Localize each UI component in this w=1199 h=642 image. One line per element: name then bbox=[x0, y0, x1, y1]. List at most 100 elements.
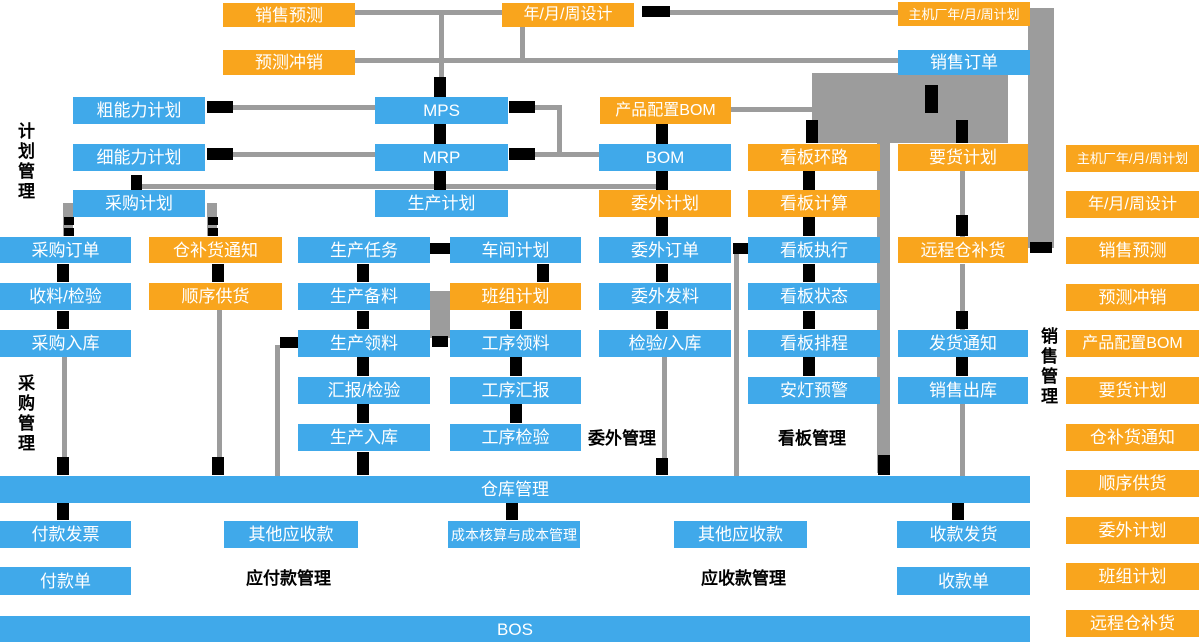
arrow-segment bbox=[803, 171, 815, 190]
module-box: 看板执行 bbox=[748, 237, 880, 263]
arrow-segment bbox=[952, 503, 964, 520]
arrow-segment bbox=[208, 228, 218, 236]
module-box: 成本核算与成本管理 bbox=[448, 521, 580, 548]
arrow-segment bbox=[506, 503, 518, 520]
arrow-segment bbox=[956, 357, 968, 376]
module-box: 销售订单 bbox=[898, 50, 1030, 75]
connector-line bbox=[1028, 8, 1054, 248]
connector-line bbox=[135, 184, 664, 189]
arrow-segment bbox=[510, 311, 522, 329]
module-box: 年/月/周设计 bbox=[1066, 191, 1199, 218]
arrow-segment bbox=[57, 503, 69, 520]
connector-line bbox=[520, 26, 525, 60]
section-label: 应收款管理 bbox=[701, 569, 786, 588]
arrow-segment bbox=[878, 455, 890, 475]
connector-line bbox=[231, 105, 375, 110]
vertical-group-label: 计划管理 bbox=[15, 122, 35, 202]
module-box: 销售预测 bbox=[1066, 237, 1199, 264]
module-box: 委外计划 bbox=[599, 190, 731, 217]
connector-line bbox=[231, 152, 375, 157]
module-box: 工序检验 bbox=[450, 424, 581, 451]
arrow-segment bbox=[956, 311, 968, 329]
arrow-segment bbox=[57, 457, 69, 475]
module-box: 生产任务 bbox=[298, 237, 430, 263]
arrow-segment bbox=[803, 311, 815, 329]
vertical-group-label: 采购管理 bbox=[15, 374, 35, 454]
arrow-segment bbox=[207, 148, 233, 160]
module-box: 预测冲销 bbox=[1066, 284, 1199, 311]
module-box: 收款单 bbox=[897, 567, 1030, 595]
arrow-segment bbox=[733, 243, 749, 254]
arrow-segment bbox=[434, 171, 446, 190]
module-box: 班组计划 bbox=[450, 283, 581, 310]
module-box: 其他应收款 bbox=[224, 521, 358, 548]
arrow-segment bbox=[925, 85, 938, 113]
connector-line bbox=[662, 357, 667, 474]
module-box: 远程仓补货 bbox=[1066, 610, 1199, 637]
arrow-segment bbox=[1030, 242, 1052, 253]
arrow-segment bbox=[434, 77, 446, 97]
arrow-segment bbox=[212, 264, 224, 282]
module-box: 仓补货通知 bbox=[149, 237, 282, 263]
arrow-segment bbox=[430, 243, 450, 254]
connector-line bbox=[960, 404, 965, 476]
arrow-segment bbox=[510, 357, 522, 376]
arrow-segment bbox=[357, 452, 369, 475]
module-box: 付款发票 bbox=[0, 521, 131, 548]
module-box: BOM bbox=[599, 144, 731, 171]
arrow-segment bbox=[357, 404, 369, 423]
arrow-segment bbox=[537, 264, 549, 282]
vertical-group-label: 销售管理 bbox=[1038, 327, 1058, 407]
module-box: 顺序供货 bbox=[149, 283, 282, 310]
module-box: 看板计算 bbox=[748, 190, 880, 217]
connector-line bbox=[668, 10, 898, 15]
arrow-segment bbox=[656, 264, 668, 282]
module-box: 收款发货 bbox=[897, 521, 1030, 548]
arrow-segment bbox=[509, 148, 535, 160]
module-box: 检验/入库 bbox=[599, 330, 731, 357]
module-box: 工序领料 bbox=[450, 330, 581, 357]
module-box: 生产计划 bbox=[375, 190, 508, 217]
arrow-segment bbox=[803, 357, 815, 376]
module-box: 远程仓补货 bbox=[898, 237, 1028, 263]
connector-line bbox=[532, 105, 560, 110]
section-label: 委外管理 bbox=[588, 429, 656, 448]
module-box: 委外计划 bbox=[1066, 517, 1199, 544]
module-box: 付款单 bbox=[0, 567, 131, 595]
module-box: 粗能力计划 bbox=[73, 97, 205, 124]
connector-line bbox=[355, 58, 898, 63]
module-box: 生产备料 bbox=[298, 283, 430, 310]
arrow-segment bbox=[656, 215, 668, 236]
arrow-segment bbox=[956, 120, 968, 143]
module-box: 工序汇报 bbox=[450, 377, 581, 404]
connector-line bbox=[557, 105, 562, 157]
arrow-segment bbox=[207, 101, 233, 113]
connector-line bbox=[62, 357, 67, 474]
arrow-segment bbox=[434, 124, 446, 144]
module-box: 生产入库 bbox=[298, 424, 430, 451]
connector-line bbox=[217, 310, 222, 474]
module-box: 采购计划 bbox=[73, 190, 205, 217]
connector-line bbox=[355, 10, 502, 15]
module-box: 要货计划 bbox=[898, 144, 1028, 171]
module-box: 看板排程 bbox=[748, 330, 880, 357]
module-box: 看板环路 bbox=[748, 144, 880, 171]
module-box: 年/月/周设计 bbox=[502, 3, 634, 27]
connector-line bbox=[960, 171, 965, 237]
arrow-segment bbox=[510, 404, 522, 423]
module-box: MRP bbox=[375, 144, 508, 171]
module-box: 要货计划 bbox=[1066, 377, 1199, 404]
module-box: 产品配置BOM bbox=[1066, 330, 1199, 357]
module-box: 顺序供货 bbox=[1066, 470, 1199, 497]
connector-line bbox=[734, 249, 739, 476]
module-box: 仓库管理 bbox=[0, 476, 1030, 503]
module-box: 其他应收款 bbox=[674, 521, 807, 548]
module-box: 汇报/检验 bbox=[298, 377, 430, 404]
module-box: 销售出库 bbox=[898, 377, 1028, 404]
module-box: 班组计划 bbox=[1066, 563, 1199, 590]
connector-line bbox=[439, 12, 444, 78]
arrow-segment bbox=[509, 101, 535, 113]
arrow-segment bbox=[803, 215, 815, 236]
module-box: 主机厂年/月/周计划 bbox=[898, 2, 1030, 26]
